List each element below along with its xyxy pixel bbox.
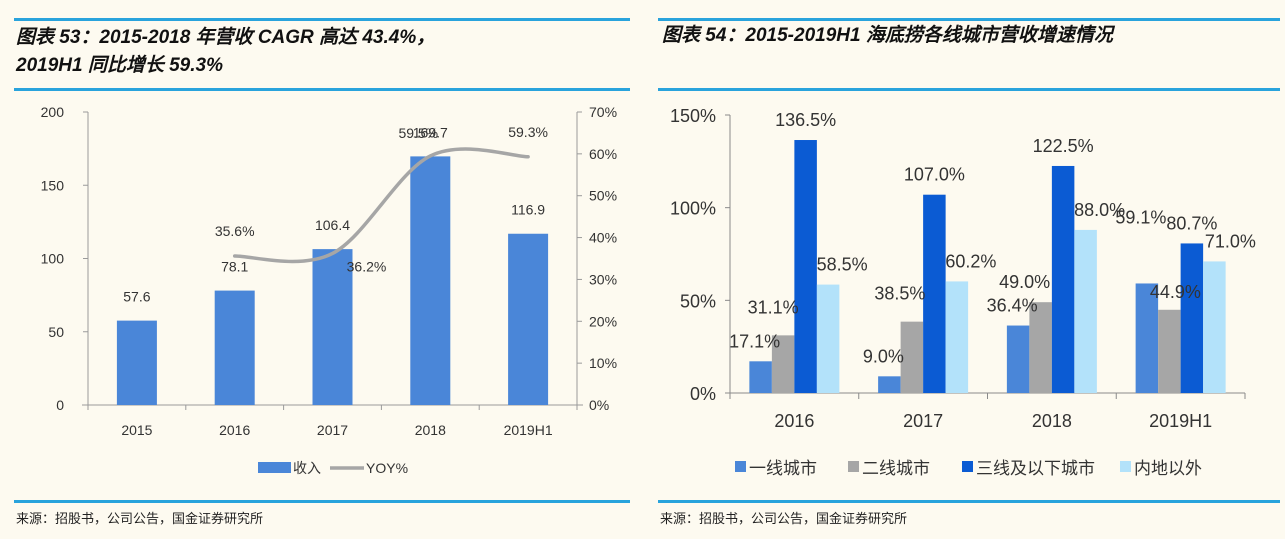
bar-overseas: [816, 284, 840, 393]
figure-53-source: 来源：招股书，公司公告，国金证券研究所: [16, 512, 264, 527]
x-tick-label: 2019H1: [1149, 411, 1212, 431]
left-y-tick-label: 150: [41, 177, 65, 193]
bar-value-label: 59.1%: [1115, 207, 1166, 227]
legend-label-yoy: YOY%: [366, 460, 408, 476]
revenue-yoy-chart: 0 50 100 150 200 0% 10% 20% 30% 40% 50% 60% 70% 2015 2…: [41, 104, 617, 476]
bar-value-label: 58.5%: [817, 255, 868, 275]
bar-value-label: 31.1%: [748, 297, 799, 317]
right-y-tick-label: 40%: [589, 230, 617, 246]
source-rule: [658, 500, 1280, 503]
bar-overseas: [1074, 229, 1097, 393]
revenue-bar: [312, 249, 353, 405]
bar-value-label: 136.5%: [775, 110, 836, 130]
right-y-tick-label: 50%: [589, 188, 617, 204]
bar-tier1: [1006, 325, 1030, 393]
revenue-bar: [214, 290, 255, 405]
bar-tier3: [794, 140, 817, 393]
legend-tier2-label: 二线城市: [862, 459, 930, 478]
x-tick-label: 2015: [121, 422, 152, 438]
legend-tier2-swatch: [848, 461, 859, 472]
figure-54-source: 来源：招股书，公司公告，国金证券研究所: [660, 512, 908, 527]
y-tick-label: 50%: [680, 291, 716, 311]
legend-tier3-label: 三线及以下城市: [976, 459, 1095, 478]
figure-54-title: 图表 54：2015-2019H1 海底捞各线城市营收增速情况: [662, 25, 1113, 46]
figure-53-panel: 图表 53：2015-2018 年营收 CAGR 高达 43.4%， 2019H…: [0, 0, 640, 539]
title-top-rule: [14, 18, 630, 21]
title-top-rule: [658, 18, 1280, 21]
legend-overseas-swatch: [1120, 461, 1131, 472]
source-rule: [14, 500, 630, 503]
figure-53-title-line1: 图表 53：2015-2018 年营收 CAGR 高达 43.4%，: [16, 27, 436, 48]
right-y-tick-label: 0%: [589, 397, 609, 413]
legend-tier3-swatch: [962, 461, 973, 472]
left-y-tick-label: 200: [41, 104, 65, 120]
bar-tier2: [1029, 302, 1052, 393]
left-y-tick-label: 100: [41, 251, 65, 267]
bar-value-label: 17.1%: [729, 331, 780, 351]
bar-tier2: [900, 321, 924, 393]
revenue-bar: [116, 320, 157, 405]
bar-value-label: 107.0%: [904, 165, 965, 185]
bar-value-label: 36.4%: [987, 296, 1038, 316]
bar-value-label: 80.7%: [1166, 213, 1217, 233]
yoy-point-label: 59.3%: [508, 124, 548, 140]
bar-tier3: [1051, 165, 1075, 393]
revenue-bar-label: 116.9: [511, 202, 545, 218]
legend-swatch-revenue: [258, 462, 291, 473]
bar-tier1: [749, 361, 772, 393]
figure-53-title-line2: 2019H1 同比增长 59.3%: [16, 55, 223, 76]
right-y-tick-label: 20%: [589, 313, 617, 329]
x-tick-label: 2017: [317, 422, 348, 438]
yoy-line: [232, 147, 530, 264]
bar-tier3: [923, 194, 946, 393]
bar-value-label: 49.0%: [999, 272, 1050, 292]
right-y-tick-label: 10%: [589, 355, 617, 371]
x-tick-label: 2018: [1032, 411, 1072, 431]
bar-value-label: 38.5%: [874, 284, 925, 304]
bar-value-label: 60.2%: [945, 251, 996, 271]
bar-overseas: [945, 281, 969, 393]
y-tick-label: 100%: [670, 199, 716, 219]
x-tick-label: 2018: [415, 422, 446, 438]
y-tick-label: 150%: [670, 106, 716, 126]
yoy-point-label: 36.2%: [347, 258, 387, 274]
revenue-bar-label: 106.4: [315, 217, 350, 233]
legend-tier1-label: 一线城市: [749, 459, 817, 478]
x-tick-label: 2016: [219, 422, 250, 438]
x-tick-label: 2016: [774, 411, 814, 431]
left-y-tick-label: 50: [48, 324, 64, 340]
bar-tier1: [878, 376, 901, 393]
left-y-tick-label: 0: [56, 397, 64, 413]
legend-tier1-swatch: [735, 461, 746, 472]
bar-tier2: [1158, 309, 1181, 393]
x-tick-label: 2017: [903, 411, 943, 431]
revenue-bar-label: 78.1: [221, 259, 248, 275]
bar-tier3: [1180, 243, 1204, 393]
bar-tier1: [1135, 283, 1159, 393]
revenue-bar-label: 57.6: [123, 289, 150, 305]
bar-value-label: 88.0%: [1074, 200, 1125, 220]
legend-label-revenue: 收入: [293, 460, 321, 476]
bar-value-label: 71.0%: [1205, 231, 1256, 251]
title-bottom-rule: [14, 88, 630, 91]
right-y-tick-label: 30%: [589, 271, 617, 287]
revenue-bar-label: 169.7: [413, 124, 448, 140]
bar-value-label: 9.0%: [863, 346, 904, 366]
legend-overseas-label: 内地以外: [1134, 459, 1202, 478]
title-bottom-rule: [658, 88, 1280, 91]
right-y-tick-label: 70%: [589, 104, 617, 120]
yoy-point-label: 59.5%: [398, 125, 438, 141]
bar-overseas: [1203, 261, 1226, 393]
revenue-bar: [410, 156, 451, 405]
bar-value-label: 122.5%: [1033, 136, 1094, 156]
right-y-tick-label: 60%: [589, 146, 617, 162]
figure-54-panel: 图表 54：2015-2019H1 海底捞各线城市营收增速情况 来源：招股书，公…: [650, 0, 1285, 539]
x-tick-label: 2019H1: [504, 422, 553, 438]
revenue-bar: [508, 233, 549, 405]
bar-tier2: [771, 335, 795, 393]
y-tick-label: 0%: [690, 384, 716, 404]
bar-value-label: 44.9%: [1150, 282, 1201, 302]
yoy-point-label: 35.6%: [215, 223, 255, 239]
